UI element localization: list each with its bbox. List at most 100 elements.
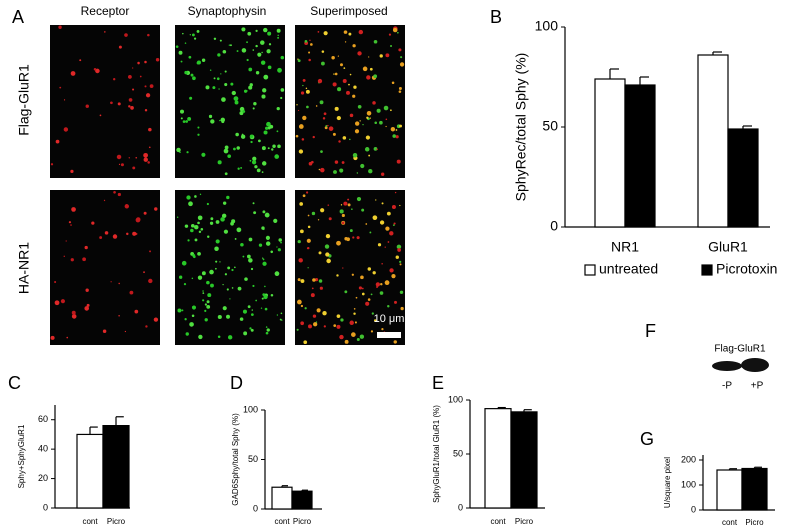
- puncta: [243, 331, 248, 336]
- puncta: [392, 27, 398, 33]
- puncta: [139, 75, 142, 78]
- puncta: [300, 304, 304, 308]
- puncta: [214, 246, 219, 252]
- puncta: [91, 221, 95, 225]
- puncta: [124, 204, 130, 209]
- puncta: [271, 148, 274, 151]
- puncta: [186, 151, 189, 154]
- legend-label: untreated: [599, 261, 658, 277]
- puncta: [341, 221, 345, 225]
- puncta: [192, 76, 196, 81]
- puncta: [328, 217, 332, 221]
- puncta: [310, 43, 313, 46]
- puncta: [395, 255, 399, 259]
- column-header: Superimposed: [310, 4, 387, 18]
- puncta: [231, 90, 236, 96]
- puncta: [354, 129, 360, 134]
- blot-title: Flag-GluR1: [714, 344, 766, 355]
- puncta: [261, 51, 263, 54]
- puncta: [267, 31, 272, 36]
- puncta: [334, 106, 339, 111]
- puncta: [352, 44, 356, 48]
- puncta: [191, 277, 194, 280]
- puncta: [314, 278, 319, 282]
- puncta: [351, 332, 356, 337]
- puncta: [308, 324, 312, 329]
- puncta: [334, 160, 339, 164]
- puncta: [103, 199, 106, 202]
- puncta: [205, 85, 210, 90]
- puncta: [379, 54, 383, 58]
- puncta: [312, 314, 317, 318]
- puncta: [149, 250, 152, 253]
- y-tick-label: 100: [448, 394, 463, 404]
- puncta: [184, 42, 187, 44]
- puncta: [182, 120, 186, 124]
- puncta: [385, 118, 388, 121]
- puncta: [201, 152, 206, 157]
- puncta: [379, 291, 384, 295]
- puncta: [343, 30, 348, 34]
- puncta: [224, 82, 228, 87]
- puncta: [309, 39, 311, 41]
- puncta: [353, 312, 356, 315]
- scale-bar: [377, 332, 401, 338]
- puncta: [325, 233, 331, 239]
- y-axis-label: U/square pixel: [663, 457, 672, 508]
- puncta: [249, 83, 253, 87]
- puncta: [231, 268, 234, 272]
- puncta: [310, 160, 314, 164]
- puncta: [344, 339, 349, 344]
- bar: [484, 408, 512, 509]
- puncta: [120, 163, 124, 167]
- puncta: [270, 293, 274, 297]
- puncta: [280, 241, 282, 244]
- puncta: [307, 267, 309, 269]
- puncta: [263, 74, 269, 80]
- puncta: [368, 169, 373, 174]
- puncta: [204, 303, 208, 306]
- puncta: [144, 109, 148, 112]
- panel-label: F: [645, 321, 656, 341]
- puncta: [348, 83, 350, 86]
- puncta: [85, 104, 89, 108]
- puncta: [177, 308, 182, 313]
- y-tick-label: 0: [550, 218, 558, 234]
- y-tick-label: 60: [38, 414, 48, 424]
- puncta: [305, 191, 309, 194]
- puncta: [274, 271, 280, 277]
- puncta: [356, 337, 360, 341]
- puncta: [185, 120, 189, 123]
- puncta: [197, 221, 200, 225]
- puncta: [383, 105, 389, 111]
- puncta: [352, 236, 355, 239]
- puncta: [184, 318, 187, 321]
- puncta: [387, 305, 390, 308]
- puncta: [361, 287, 364, 290]
- puncta: [217, 53, 221, 57]
- puncta: [317, 30, 320, 33]
- puncta: [233, 147, 236, 151]
- puncta: [252, 284, 255, 288]
- puncta: [389, 231, 394, 236]
- puncta: [318, 251, 322, 255]
- puncta: [358, 286, 363, 290]
- puncta: [147, 33, 150, 37]
- puncta: [228, 44, 231, 46]
- puncta: [347, 198, 350, 201]
- puncta: [227, 335, 233, 340]
- puncta: [71, 207, 76, 212]
- puncta: [237, 167, 240, 170]
- lane-label: -P: [722, 381, 732, 392]
- puncta: [118, 45, 122, 49]
- puncta: [341, 161, 345, 164]
- puncta: [104, 31, 106, 33]
- puncta: [220, 73, 222, 75]
- puncta: [262, 261, 267, 266]
- puncta: [143, 211, 147, 215]
- puncta: [260, 40, 265, 45]
- puncta: [104, 231, 109, 235]
- puncta: [297, 299, 302, 305]
- x-tick-label: cont: [722, 518, 738, 527]
